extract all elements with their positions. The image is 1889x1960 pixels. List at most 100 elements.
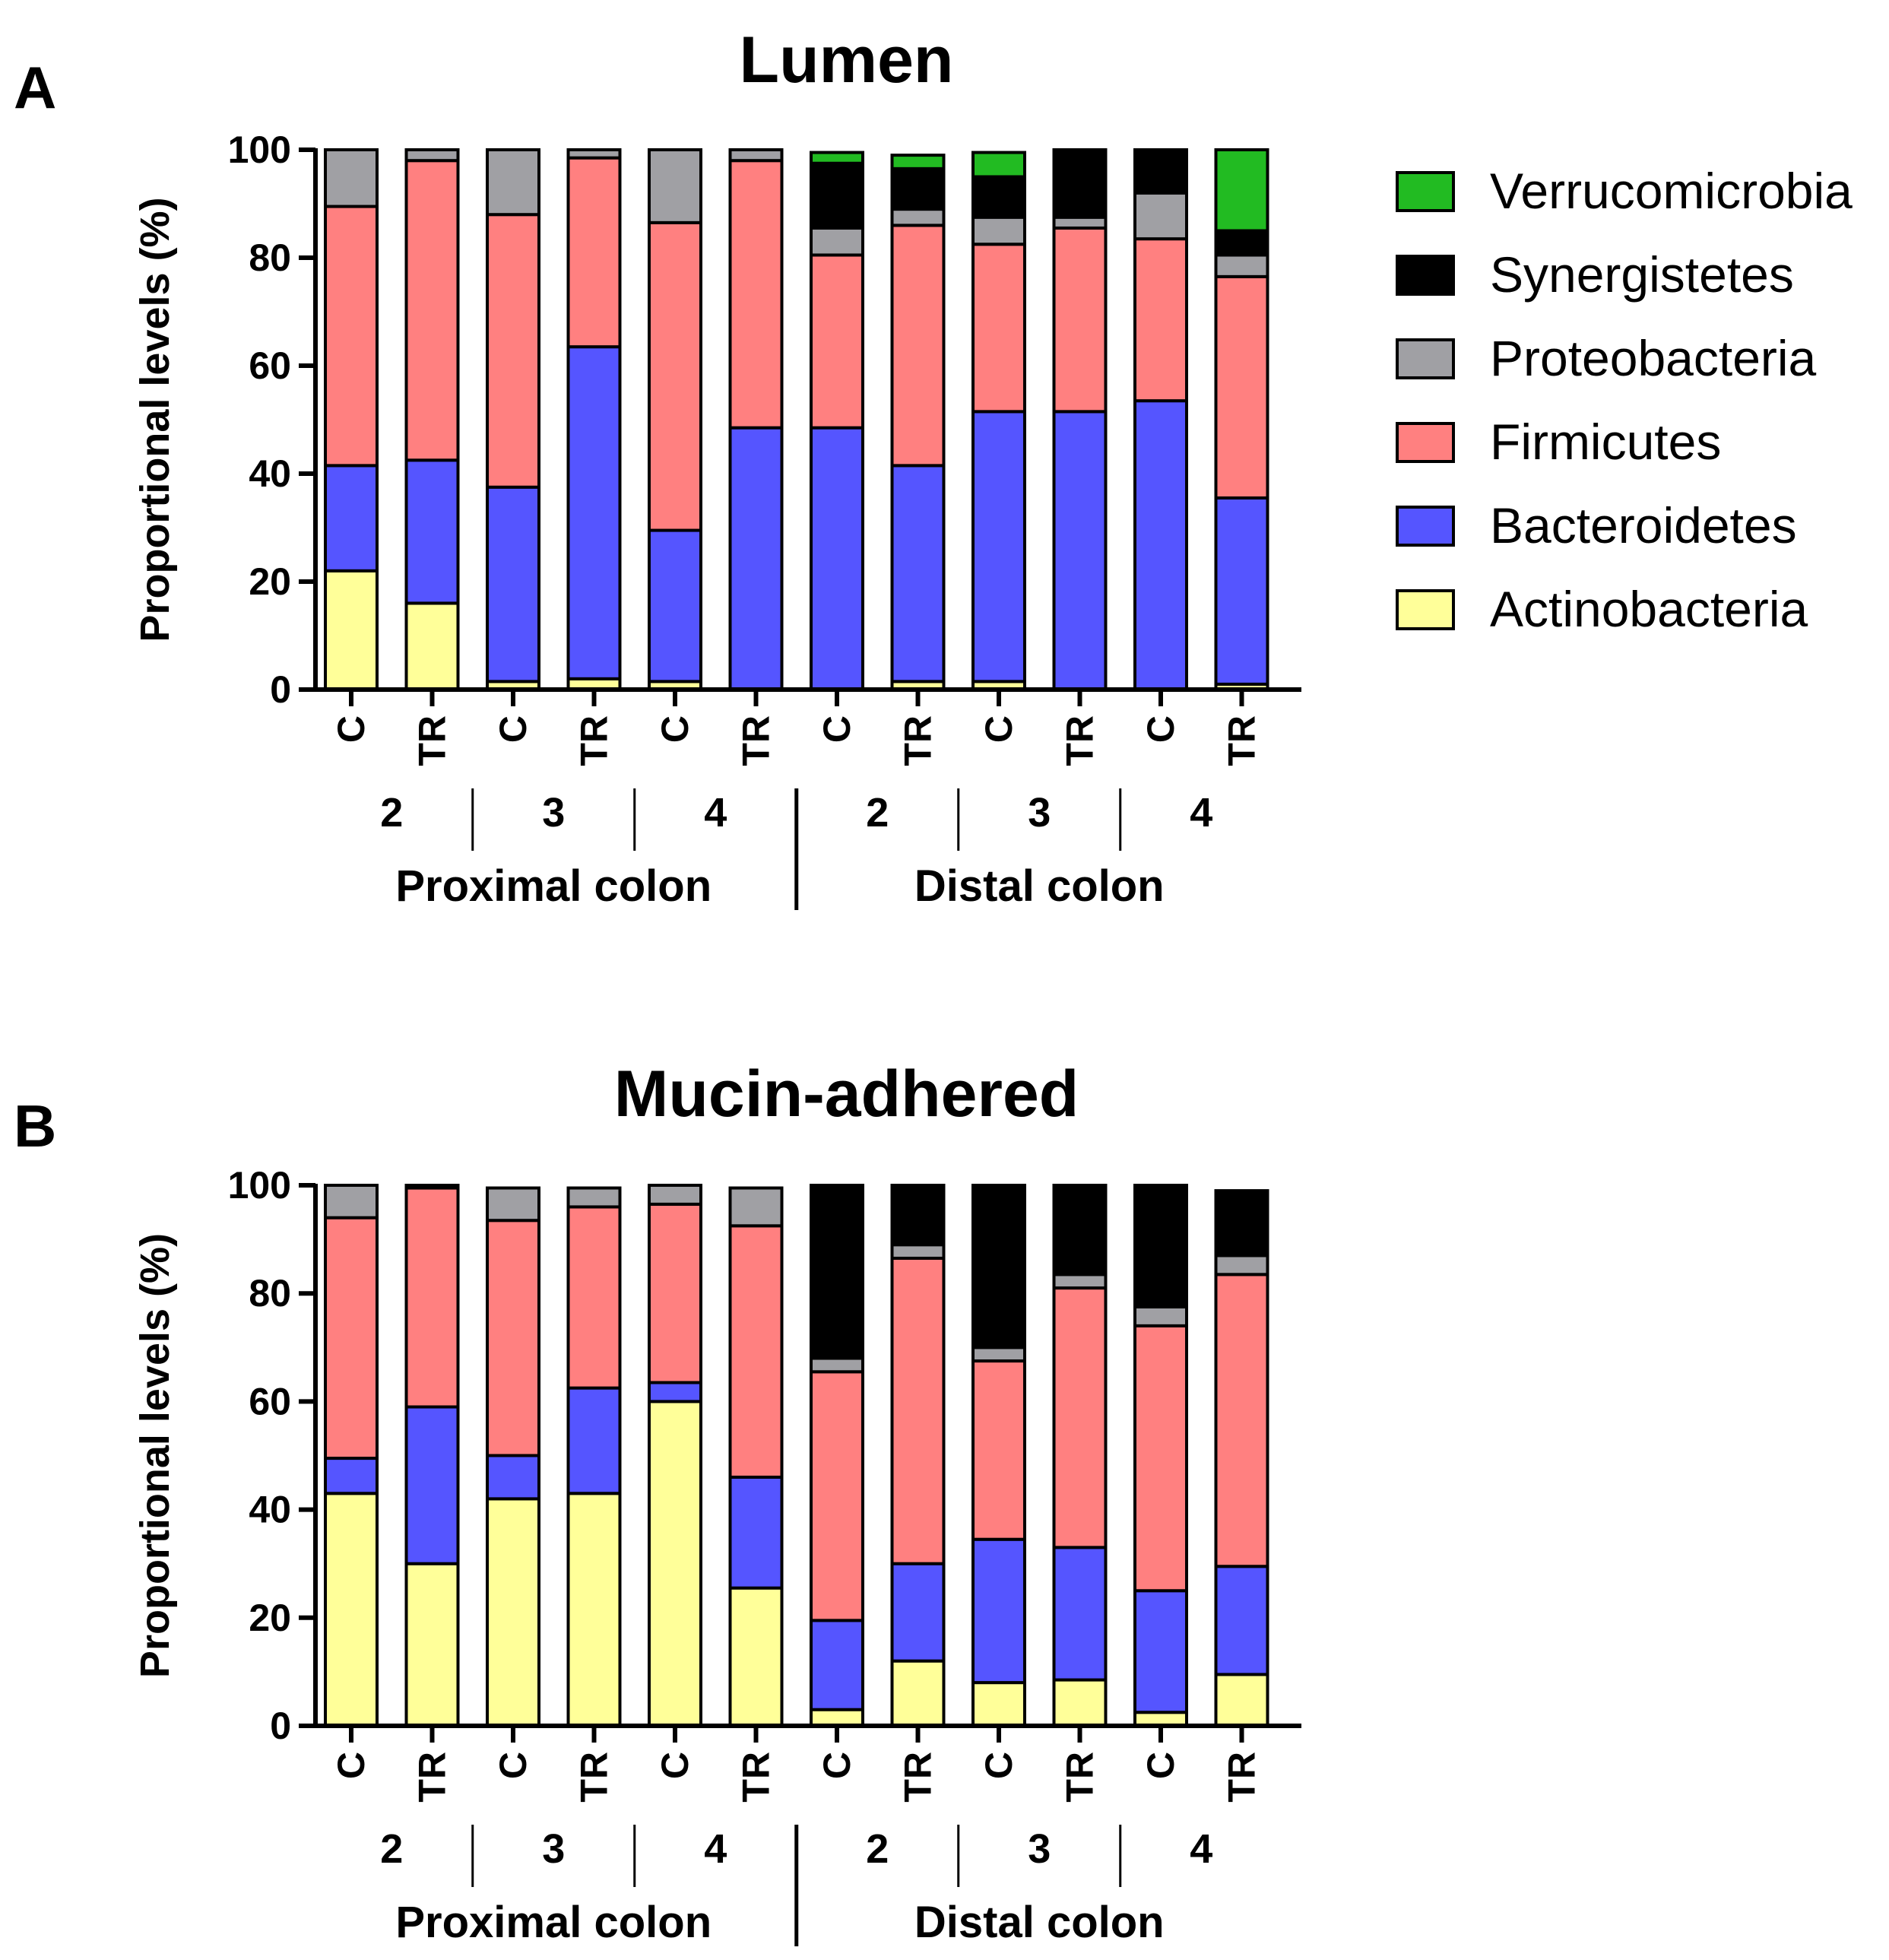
lumen-bar-bacteroidetes-12	[1214, 496, 1269, 686]
lumen-bar-bacteroidetes-11	[1133, 399, 1188, 692]
lumen-region-label: Proximal colon	[395, 861, 712, 911]
mucin-bar-firmicutes-5	[648, 1202, 702, 1384]
mucin-bar-proteobacteria-8	[890, 1243, 946, 1260]
lumen-bar-proteobacteria-8	[890, 208, 946, 227]
lumen-bar-synergistetes-8	[890, 167, 946, 211]
mucin-x-tick-label: TR	[897, 1752, 940, 1803]
mucin-bar-bacteroidetes-5	[648, 1381, 702, 1403]
mucin-bar-synergistetes-10	[1052, 1184, 1108, 1277]
lumen-bar-firmicutes-1	[324, 205, 379, 468]
lumen-bar-firmicutes-7	[810, 253, 864, 430]
legend-label-proteobacteria: Proteobacteria	[1490, 330, 1817, 386]
panel-label-a: A	[14, 54, 56, 121]
lumen-bar-bacteroidetes-2	[404, 458, 460, 605]
lumen-x-tick-label: TR	[897, 715, 940, 766]
lumen-week-label: 3	[542, 790, 565, 836]
lumen-region-label: Distal colon	[914, 861, 1165, 911]
mucin-y-tick-label: 20	[249, 1597, 291, 1639]
lumen-x-tick-label: TR	[573, 715, 616, 766]
mucin-y-tick-label: 40	[249, 1489, 291, 1531]
lumen-bar-firmicutes-9	[971, 243, 1026, 414]
mucin-bar-synergistetes-7	[810, 1184, 864, 1360]
mucin-bar-actinobacteria-12	[1214, 1673, 1269, 1728]
legend-swatch-proteobacteria	[1396, 338, 1455, 379]
mucin-bar-verrucomicrobia-12	[1214, 1189, 1269, 1195]
mucin-bar-actinobacteria-8	[890, 1659, 946, 1727]
lumen-bar-synergistetes-7	[810, 161, 864, 230]
mucin-bar-firmicutes-6	[728, 1224, 784, 1479]
lumen-bar-proteobacteria-6	[728, 148, 784, 163]
mucin-bar-bacteroidetes-8	[890, 1562, 946, 1663]
mucin-bar-proteobacteria-7	[810, 1356, 864, 1374]
mucin-bar-synergistetes-11	[1133, 1184, 1188, 1308]
lumen-bar-proteobacteria-4	[566, 148, 622, 160]
legend-swatch-actinobacteria	[1396, 589, 1455, 630]
mucin-bar-actinobacteria-5	[648, 1400, 702, 1728]
legend-label-firmicutes: Firmicutes	[1490, 414, 1721, 470]
lumen-y-tick-label: 40	[249, 452, 291, 495]
lumen-bar-bacteroidetes-6	[728, 426, 784, 692]
lumen-bar-synergistetes-10	[1052, 148, 1108, 219]
lumen-y-tick-label: 0	[270, 668, 291, 711]
mucin-bar-actinobacteria-3	[486, 1497, 540, 1727]
lumen-x-tick-label: C	[1139, 715, 1182, 743]
mucin-bar-proteobacteria-1	[324, 1184, 379, 1219]
lumen-bar-proteobacteria-7	[810, 226, 864, 257]
lumen-bar-proteobacteria-12	[1214, 253, 1269, 278]
mucin-bar-actinobacteria-6	[728, 1586, 784, 1728]
mucin-bar-proteobacteria-4	[566, 1186, 622, 1209]
lumen-x-tick-label: C	[654, 715, 696, 743]
mucin-bar-proteobacteria-6	[728, 1186, 784, 1228]
mucin-x-tick-label: TR	[1059, 1752, 1101, 1803]
lumen-bar-verrucomicrobia-9	[971, 151, 1026, 179]
lumen-bar-proteobacteria-9	[971, 215, 1026, 246]
mucin-bar-firmicutes-11	[1133, 1324, 1188, 1593]
chart-lumen: Lumen Proportional levels (%) 0 20 40 60 80 100…	[132, 24, 1301, 911]
legend-label-synergistetes: Synergistetes	[1490, 246, 1794, 303]
legend-label-actinobacteria: Actinobacteria	[1490, 581, 1808, 637]
lumen-bar-firmicutes-6	[728, 159, 784, 430]
mucin-bar-actinobacteria-10	[1052, 1678, 1108, 1727]
legend: Verrucomicrobia Synergistetes Proteobacter…	[1396, 163, 1853, 637]
lumen-bar-firmicutes-12	[1214, 274, 1269, 500]
mucin-x-tick-label: C	[978, 1752, 1020, 1779]
lumen-y-axis-label: Proportional levels (%)	[132, 197, 178, 642]
lumen-bar-proteobacteria-5	[648, 148, 702, 224]
lumen-bar-synergistetes-11	[1133, 148, 1188, 195]
lumen-week-label: 3	[1028, 790, 1051, 836]
mucin-x-tick-label: C	[816, 1752, 858, 1779]
mucin-bar-synergistetes-9	[971, 1184, 1026, 1349]
lumen-bar-bacteroidetes-8	[890, 464, 946, 683]
mucin-bar-firmicutes-4	[566, 1205, 622, 1390]
mucin-bar-proteobacteria-12	[1214, 1254, 1269, 1277]
mucin-bar-firmicutes-2	[404, 1186, 460, 1409]
legend-swatch-verrucomicrobia	[1396, 171, 1455, 212]
lumen-bar-firmicutes-8	[890, 224, 946, 468]
lumen-bar-proteobacteria-3	[486, 148, 540, 217]
lumen-bar-verrucomicrobia-12	[1214, 148, 1269, 233]
mucin-bar-firmicutes-3	[486, 1219, 540, 1457]
mucin-x-tick-label: TR	[411, 1752, 454, 1803]
mucin-x-tick-label: C	[1139, 1752, 1182, 1779]
lumen-bar-actinobacteria-1	[324, 569, 379, 691]
lumen-bar-proteobacteria-10	[1052, 215, 1108, 230]
lumen-bar-firmicutes-11	[1133, 237, 1188, 403]
mucin-bar-firmicutes-8	[890, 1256, 946, 1565]
lumen-y-tick-label: 80	[249, 236, 291, 279]
lumen-bar-firmicutes-2	[404, 159, 460, 462]
lumen-bar-verrucomicrobia-7	[810, 151, 864, 165]
lumen-bar-proteobacteria-11	[1133, 191, 1188, 241]
mucin-bar-synergistetes-12	[1214, 1191, 1269, 1258]
mucin-x-tick-label: C	[330, 1752, 372, 1779]
lumen-y-tick-label: 100	[228, 128, 291, 171]
mucin-bar-proteobacteria-2	[404, 1184, 460, 1190]
legend-swatch-firmicutes	[1396, 422, 1455, 463]
mucin-bar-bacteroidetes-10	[1052, 1546, 1108, 1682]
lumen-bar-firmicutes-4	[566, 156, 622, 349]
mucin-y-tick-label: 60	[249, 1380, 291, 1422]
legend-swatch-synergistetes	[1396, 255, 1455, 296]
mucin-bar-bacteroidetes-11	[1133, 1589, 1188, 1714]
lumen-y-tick-label: 60	[249, 344, 291, 387]
lumen-bar-synergistetes-9	[971, 175, 1026, 219]
